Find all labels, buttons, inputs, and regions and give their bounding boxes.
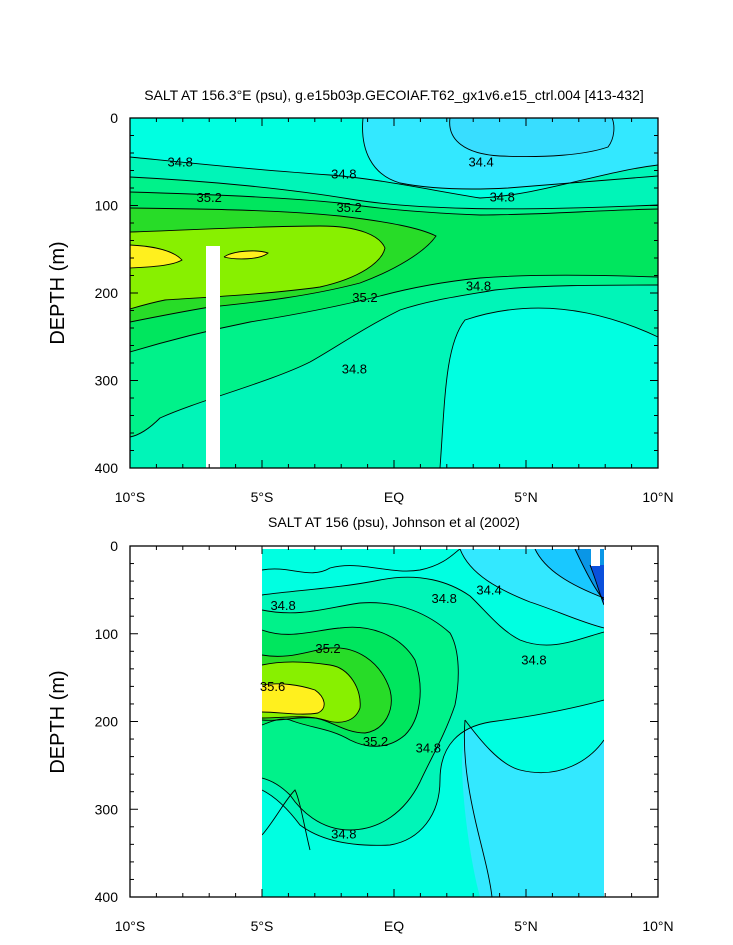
- chart-bottom-title: SALT AT 156 (psu), Johnson et al (2002): [268, 514, 520, 530]
- top-fill-layers: [130, 118, 658, 468]
- y-tick-label: 0: [110, 538, 118, 554]
- contour-label: 35.2: [352, 290, 377, 305]
- x-tick-label: EQ: [384, 489, 404, 505]
- chart-top-contour-labels: 34.8 34.4 34.8 35.2 34.8 35.2 34.8 35.2 34.8: [168, 154, 515, 377]
- bottom-fill-layers: [262, 549, 604, 897]
- y-tick-label: 300: [95, 801, 119, 817]
- contour-label: 34.8: [342, 362, 367, 377]
- top-band-35.6: [130, 226, 385, 309]
- contour-label: 34.4: [468, 154, 493, 169]
- contour-label: 34.8: [331, 826, 356, 841]
- contour-label: 34.8: [432, 591, 457, 606]
- top-masked-region: [206, 246, 220, 468]
- x-tick-label: 5°N: [514, 489, 538, 505]
- contour-label: 34.8: [331, 167, 356, 182]
- bot-band-35.8: [262, 683, 325, 715]
- chart-bottom-axes: 0 100 200 300 400 10°S 5°S EQ 5°N 10°N: [95, 538, 674, 934]
- y-tick-label: 0: [110, 110, 118, 126]
- chart-bottom: SALT AT 156 (psu), Johnson et al (2002): [47, 514, 674, 934]
- contour-label: 34.4: [476, 582, 501, 597]
- bot-band-34.4-east: [462, 720, 604, 897]
- contour-label: 34.8: [466, 279, 491, 294]
- bot-masked-notch: [591, 549, 600, 566]
- chart-top-axes: 0 100 200 300 400 10°S 5°S EQ 5°N 10°N: [95, 110, 674, 505]
- contour-label: 34.8: [270, 598, 295, 613]
- contour-label: 34.8: [416, 740, 441, 755]
- contour-label: 34.8: [490, 189, 515, 204]
- chart-top-ylabel: DEPTH (m): [47, 241, 69, 344]
- y-tick-label: 200: [95, 714, 119, 730]
- y-tick-label: 300: [95, 373, 119, 389]
- x-tick-label: EQ: [384, 918, 404, 934]
- contour-label: 34.8: [168, 154, 193, 169]
- x-tick-label: 10°S: [115, 918, 146, 934]
- x-tick-label: 10°S: [115, 489, 146, 505]
- y-tick-label: 100: [95, 626, 119, 642]
- x-tick-label: 5°N: [514, 918, 538, 934]
- contour-label: 34.8: [521, 653, 546, 668]
- x-tick-label: 5°S: [251, 489, 274, 505]
- contour-label: 35.6: [260, 679, 285, 694]
- y-tick-label: 100: [95, 198, 119, 214]
- x-tick-label: 5°S: [251, 918, 274, 934]
- chart-bottom-ylabel: DEPTH (m): [47, 670, 69, 773]
- bottom-contour-lines: [262, 549, 604, 897]
- chart-bottom-contour-labels: 34.8 34.8 34.4 35.2 34.8 35.6 35.2 34.8 34.8: [260, 582, 547, 841]
- contour-label: 35.2: [363, 734, 388, 749]
- chart-top-title: SALT AT 156.3°E (psu), g.e15b03p.GECOIAF…: [144, 87, 644, 103]
- y-tick-label: 400: [95, 460, 119, 476]
- x-tick-label: 10°N: [642, 918, 673, 934]
- contour-label: 35.2: [315, 641, 340, 656]
- top-band-34.2: [449, 118, 614, 157]
- y-tick-label: 200: [95, 285, 119, 301]
- chart-top: SALT AT 156.3°E (psu), g.e15b03p.GECOIAF…: [47, 87, 674, 505]
- top-band-35.8-west: [130, 245, 182, 268]
- y-tick-label: 400: [95, 889, 119, 905]
- contour-label: 35.2: [336, 200, 361, 215]
- contour-label: 35.2: [197, 190, 222, 205]
- x-tick-label: 10°N: [642, 489, 673, 505]
